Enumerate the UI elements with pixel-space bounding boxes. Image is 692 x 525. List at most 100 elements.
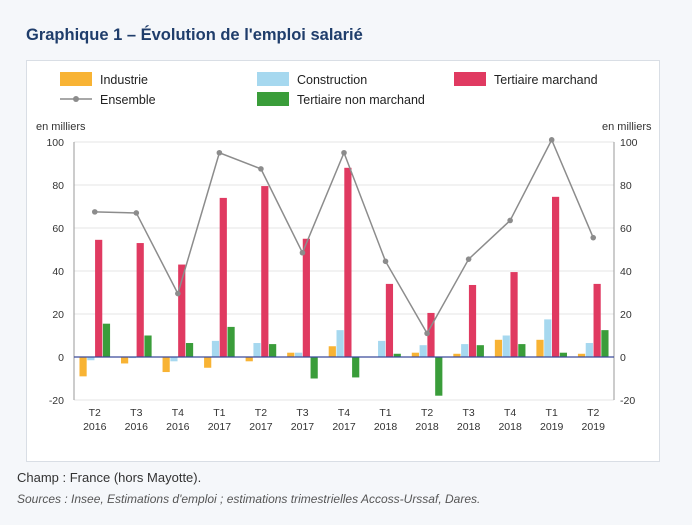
legend-label-tertiaire-marchand: Tertiaire marchand: [494, 73, 598, 87]
x-tick-quarter: T2: [89, 407, 101, 419]
bar-tertiaire-marchand: [468, 284, 477, 357]
bar-construction: [461, 344, 469, 357]
bar-tertiaire-non-marchand: [476, 345, 484, 357]
bar-industrie: [328, 346, 336, 357]
x-tick-year: 2017: [291, 421, 315, 433]
bar-industrie: [79, 357, 87, 377]
bar-tertiaire-non-marchand: [227, 326, 235, 357]
bar-tertiaire-marchand: [178, 264, 186, 357]
legend-swatch-tertiaire-non-marchand: [257, 92, 289, 106]
chart-title: Graphique 1 – Évolution de l'emploi sala…: [26, 26, 363, 44]
x-tick-year: 2016: [125, 421, 149, 433]
point-ensemble: [133, 210, 140, 216]
y-tick-right: 80: [620, 180, 632, 192]
y-tick-left: 0: [58, 352, 64, 364]
x-tick-quarter: T4: [172, 407, 184, 419]
x-tick-quarter: T2: [587, 407, 599, 419]
y-tick-right: -20: [620, 395, 635, 407]
x-tick-quarter: T3: [130, 407, 142, 419]
x-tick-quarter: T2: [255, 407, 267, 419]
bar-industrie: [453, 353, 461, 357]
point-ensemble: [382, 258, 389, 265]
x-tick-year: 2017: [249, 421, 273, 433]
x-tick-quarter: T3: [296, 407, 308, 419]
bar-tertiaire-non-marchand: [518, 344, 526, 357]
bar-construction: [253, 343, 261, 357]
bar-tertiaire-marchand: [551, 196, 560, 357]
y-tick-right: 60: [620, 223, 632, 235]
bar-tertiaire-non-marchand: [185, 343, 194, 357]
x-tick-year: 2018: [457, 421, 481, 433]
x-tick-year: 2017: [332, 421, 356, 433]
legend-label-tertiaire-non-marchand: Tertiaire non marchand: [297, 93, 425, 107]
bar-industrie: [411, 352, 419, 357]
bar-construction: [211, 340, 220, 358]
x-tick-year: 2018: [498, 421, 522, 433]
point-ensemble: [216, 149, 223, 156]
bar-construction: [336, 330, 344, 358]
bar-industrie: [287, 352, 295, 357]
bar-construction: [419, 345, 427, 357]
point-ensemble: [299, 249, 306, 256]
bar-tertiaire-non-marchand: [559, 352, 567, 357]
bar-tertiaire-marchand: [427, 312, 435, 357]
bar-industrie: [494, 339, 503, 357]
y-tick-right: 0: [620, 352, 626, 364]
y-tick-left: 40: [52, 266, 64, 278]
line-ensemble: [94, 138, 594, 335]
legend-swatch-tertiaire-marchand: [454, 72, 486, 86]
x-tick-quarter: T1: [213, 407, 225, 419]
bar-construction: [502, 335, 510, 357]
x-tick-year: 2019: [582, 421, 606, 433]
bar-tertiaire-non-marchand: [601, 330, 609, 358]
y-tick-left: -20: [49, 395, 64, 407]
bar-tertiaire-marchand: [95, 239, 103, 357]
x-tick-year: 2017: [208, 421, 232, 433]
bar-industrie: [577, 353, 586, 357]
point-ensemble: [590, 234, 597, 241]
bar-construction: [544, 319, 552, 358]
y-tick-right: 100: [620, 137, 638, 149]
y-tick-left: 60: [52, 223, 64, 235]
sources-note: Sources : Insee, Estimations d'emploi ; …: [17, 492, 481, 506]
point-ensemble: [548, 137, 555, 143]
x-tick-quarter: T3: [462, 407, 474, 419]
bar-construction: [87, 357, 95, 361]
bar-industrie: [536, 339, 544, 357]
point-ensemble: [341, 149, 347, 156]
scope-note: Champ : France (hors Mayotte).: [17, 470, 202, 485]
y-unit-right: en milliers: [602, 121, 652, 133]
x-tick-quarter: T1: [379, 407, 391, 419]
point-ensemble: [258, 166, 264, 172]
bar-industrie: [121, 357, 129, 364]
bar-tertiaire-non-marchand: [352, 357, 360, 378]
x-tick-quarter: T4: [504, 407, 516, 419]
bar-construction: [170, 357, 178, 362]
bar-tertiaire-marchand: [136, 243, 144, 357]
bar-tertiaire-non-marchand: [393, 353, 401, 357]
legend-label-industrie: Industrie: [100, 73, 148, 87]
bar-tertiaire-marchand: [261, 186, 269, 357]
legend-label-construction: Construction: [297, 73, 367, 87]
point-ensemble: [175, 290, 181, 297]
legend-label-ensemble: Ensemble: [100, 93, 156, 107]
x-tick-quarter: T4: [338, 407, 350, 419]
bar-tertiaire-marchand: [385, 283, 394, 357]
x-tick-quarter: T2: [421, 407, 433, 419]
bar-tertiaire-marchand: [219, 197, 227, 357]
bar-construction: [585, 343, 593, 357]
legend-swatch-industrie: [60, 72, 92, 86]
x-tick-year: 2018: [374, 421, 398, 433]
bar-tertiaire-marchand: [593, 283, 601, 357]
x-tick-year: 2016: [83, 421, 107, 433]
legend-swatch-construction: [257, 72, 289, 86]
y-tick-left: 80: [52, 180, 64, 192]
point-ensemble: [424, 330, 430, 337]
x-tick-year: 2019: [540, 421, 564, 433]
x-tick-quarter: T1: [546, 407, 558, 419]
bar-tertiaire-non-marchand: [310, 357, 318, 379]
bar-tertiaire-non-marchand: [435, 357, 443, 396]
y-unit-left: en milliers: [36, 121, 86, 133]
point-ensemble: [465, 256, 472, 262]
y-tick-right: 40: [620, 266, 632, 278]
